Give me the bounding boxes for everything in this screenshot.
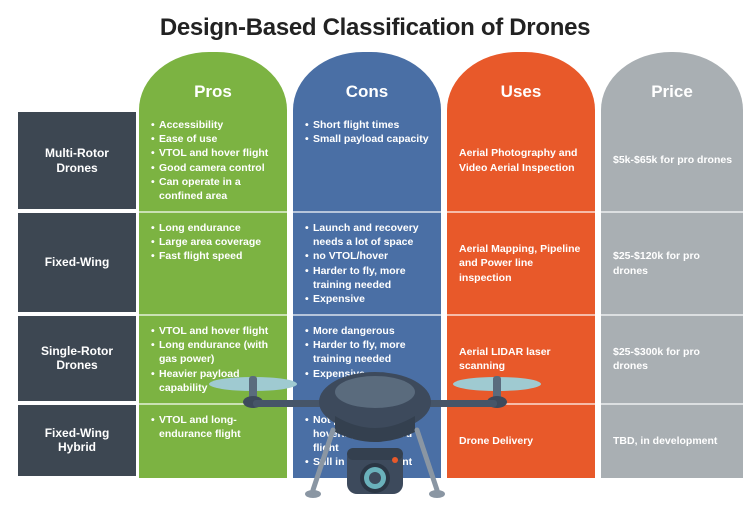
cell-price: TBD, in development — [601, 403, 743, 478]
cell-uses: Aerial Mapping, Pipeline and Power line … — [447, 211, 595, 314]
row-label: Single-Rotor Drones — [18, 316, 136, 401]
bullet-item: VTOL and hover flight — [151, 324, 277, 338]
bullet-item: Harder to fly, more training needed — [305, 264, 431, 292]
bullet-item: Fast flight speed — [151, 249, 277, 263]
cell-pros: Long enduranceLarge area coverageFast fl… — [139, 211, 287, 314]
bullet-item: Expensive — [305, 292, 431, 306]
header-spacer — [18, 52, 136, 110]
cell-pros: AccessibilityEase of useVTOL and hover f… — [139, 110, 287, 211]
column-header-uses: Uses — [447, 52, 595, 110]
column-header-price: Price — [601, 52, 743, 110]
cell-cons: Launch and recovery needs a lot of space… — [293, 211, 441, 314]
cell-uses: Aerial Photography and Video Aerial Insp… — [447, 110, 595, 211]
bullet-item: VTOL and hover flight — [151, 146, 277, 160]
bullet-item: Long endurance — [151, 221, 277, 235]
drone-illustration — [205, 340, 545, 520]
cell-price: $25-$300k for pro drones — [601, 314, 743, 403]
column-headers: ProsConsUsesPrice — [18, 52, 732, 110]
bullet-item: Good camera control — [151, 161, 277, 175]
bullet-item: Small payload capacity — [305, 132, 431, 146]
bullet-item: Short flight times — [305, 118, 431, 132]
row-label: Fixed-Wing — [18, 213, 136, 312]
cell-price: $25-$120k for pro drones — [601, 211, 743, 314]
bullet-item: More dangerous — [305, 324, 431, 338]
cell-price: $5k-$65k for pro drones — [601, 110, 743, 211]
bullet-item: Large area coverage — [151, 235, 277, 249]
bullet-item: no VTOL/hover — [305, 249, 431, 263]
bullet-item: Accessibility — [151, 118, 277, 132]
row-label: Fixed-Wing Hybrid — [18, 405, 136, 476]
row-label: Multi-Rotor Drones — [18, 112, 136, 209]
column-header-cons: Cons — [293, 52, 441, 110]
bullet-item: Can operate in a confined area — [151, 175, 277, 203]
bullet-item: Ease of use — [151, 132, 277, 146]
cell-cons: Short flight timesSmall payload capacity — [293, 110, 441, 211]
page-title: Design-Based Classification of Drones — [0, 0, 750, 52]
bullet-item: Launch and recovery needs a lot of space — [305, 221, 431, 249]
column-header-pros: Pros — [139, 52, 287, 110]
